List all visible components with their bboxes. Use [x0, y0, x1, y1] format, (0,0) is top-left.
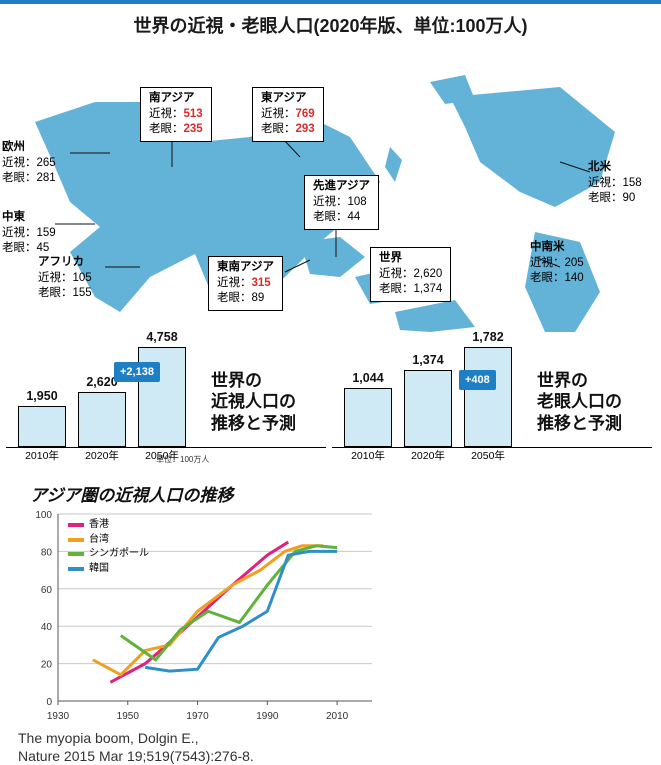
bar-2010年: 1,044: [344, 388, 392, 447]
region-adv_asia: 先進アジア近視：108老眼：44: [304, 175, 379, 230]
bar-2020年: 2,620: [78, 392, 126, 447]
delta-badge: +408: [459, 370, 496, 390]
svg-text:2010: 2010: [326, 711, 349, 722]
svg-text:1950: 1950: [117, 711, 140, 722]
region-cs_america: 中南米近視：205老眼：140: [530, 240, 584, 287]
svg-text:80: 80: [41, 547, 53, 558]
bar-2050年: 1,782: [464, 347, 512, 447]
region-world: 世界近視：2,620老眼：1,374: [370, 247, 451, 302]
svg-text:100: 100: [35, 510, 52, 521]
bar-axis-label: 2010年: [344, 448, 392, 463]
world-map: 南アジア近視：513老眼：235 東アジア近視：769老眼：293 欧州近視：265…: [0, 42, 661, 332]
region-europe: 欧州近視：265老眼：281: [2, 140, 56, 187]
region-south_asia: 南アジア近視：513老眼：235: [140, 87, 212, 142]
delta-badge: +2,138: [114, 362, 160, 382]
svg-text:40: 40: [41, 622, 53, 633]
bar-charts: 1,9502,6204,7582010年2020年2050年+2,138世界の近…: [0, 332, 661, 467]
bar-chart-label: 世界の近視人口の推移と予測: [211, 370, 296, 434]
region-africa: アフリカ近視：105老眼：155: [38, 255, 92, 302]
svg-text:60: 60: [41, 585, 53, 596]
region-n_america: 北米近視：158老眼：90: [588, 160, 642, 207]
bar-axis-label: 2020年: [404, 448, 452, 463]
line-legend: 香港台湾シンガポール韓国: [68, 518, 149, 576]
legend-hk: 香港: [68, 518, 149, 533]
bar-chart-label: 世界の老眼人口の推移と予測: [537, 370, 622, 434]
svg-text:1970: 1970: [186, 711, 209, 722]
svg-text:20: 20: [41, 660, 53, 671]
legend-kr: 韓国: [68, 562, 149, 577]
citation: The myopia boom, Dolgin E.,Nature 2015 M…: [0, 723, 661, 765]
bar-2010年: 1,950: [18, 406, 66, 447]
bar-axis-label: 2010年: [18, 448, 66, 463]
page-title: 世界の近視・老眼人口(2020年版、単位:100万人): [0, 4, 661, 42]
svg-text:1930: 1930: [47, 711, 70, 722]
svg-text:1990: 1990: [256, 711, 279, 722]
series-kr: [145, 551, 337, 671]
series-sg: [121, 546, 337, 660]
bar-axis-label: 2020年: [78, 448, 126, 463]
region-mid_east: 中東近視：159老眼：45: [2, 210, 56, 257]
asia-line-chart: 0 20 40 60 80 100 1930 1950 1970 1990 2010 香港台湾シンガ…: [20, 508, 380, 723]
svg-text:0: 0: [46, 697, 52, 708]
legend-tw: 台湾: [68, 533, 149, 548]
region-se_asia: 東南アジア近視：315老眼：89: [208, 256, 283, 311]
unit-note: 単位：100万人: [156, 454, 209, 465]
bar-2020年: 1,374: [404, 370, 452, 447]
line-chart-title: アジア圏の近視人口の推移: [0, 467, 661, 508]
bar-axis-label: 2050年: [464, 448, 512, 463]
region-east_asia: 東アジア近視：769老眼：293: [252, 87, 324, 142]
presbyopia-bar-chart: 1,0441,3741,782 2010年 2020年 2050年 +408 世界の老眼人…: [332, 332, 652, 467]
myopia-bar-chart: 1,9502,6204,7582010年2020年2050年+2,138世界の近…: [6, 332, 326, 467]
legend-sg: シンガポール: [68, 547, 149, 562]
